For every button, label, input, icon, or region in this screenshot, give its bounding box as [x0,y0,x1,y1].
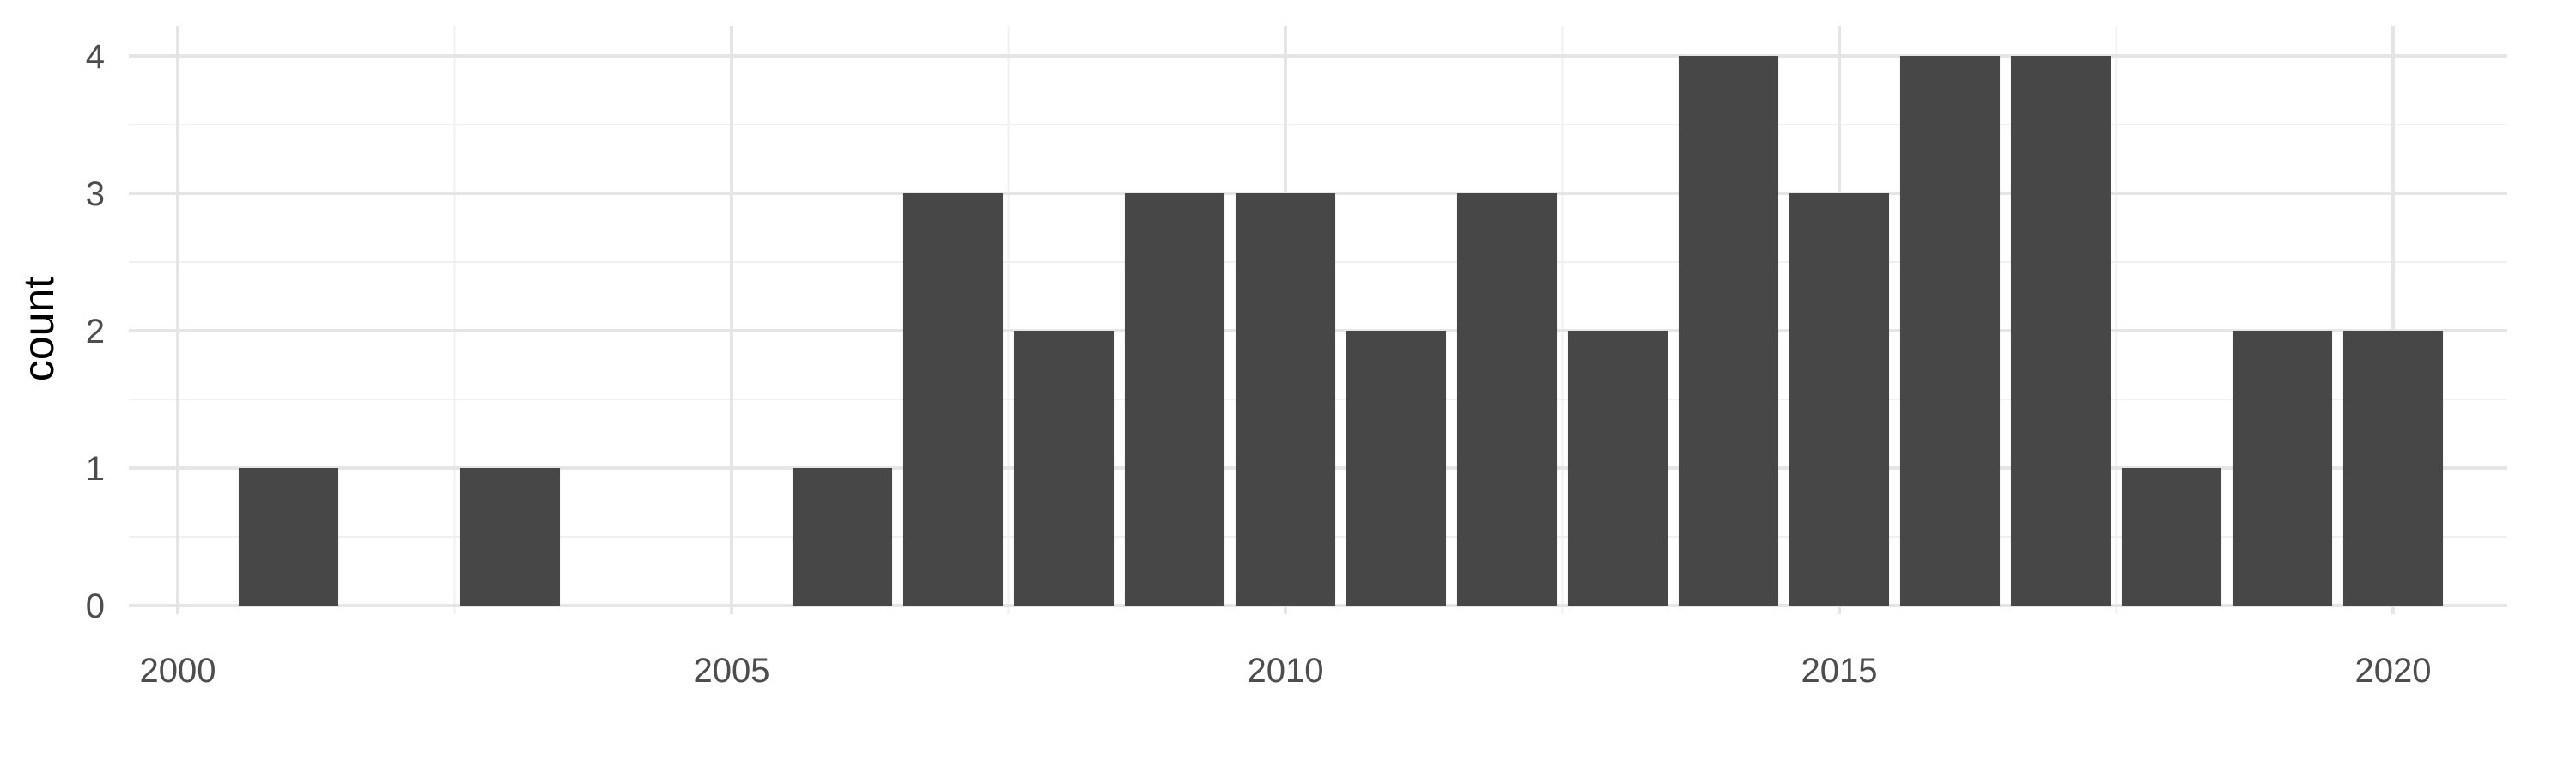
x-tick-label: 2005 [694,652,770,690]
bar [1235,193,1336,606]
x-tick-label: 2010 [1248,652,1324,690]
bar [2121,468,2222,606]
y-tick-label: 4 [86,38,105,76]
x-tick-label: 2020 [2355,652,2432,690]
x-axis-ticks: 2000 2005 2010 2015 2020 [140,652,2432,690]
bar [1678,56,1779,606]
bar [459,468,561,606]
bar [2342,331,2444,606]
bar [1456,193,1558,606]
bar [2010,56,2111,606]
grid-lines [129,26,2507,614]
bar [1124,193,1225,606]
y-axis-ticks: 0 1 2 3 4 [86,38,105,625]
bar [1567,331,1668,606]
y-tick-label: 2 [86,313,105,350]
x-tick-label: 2015 [1801,652,1878,690]
y-axis-title: count [15,277,63,381]
bar [1013,331,1115,606]
y-tick-label: 3 [86,175,105,213]
bar [902,193,1004,606]
bar [1346,331,1447,606]
bars [238,56,2444,606]
bar [1899,56,2001,606]
bar [1789,193,1890,606]
y-tick-label: 0 [86,587,105,625]
bar [238,468,339,606]
x-tick-label: 2000 [140,652,216,690]
bar [792,468,893,606]
bar [2232,331,2333,606]
y-tick-label: 1 [86,450,105,488]
